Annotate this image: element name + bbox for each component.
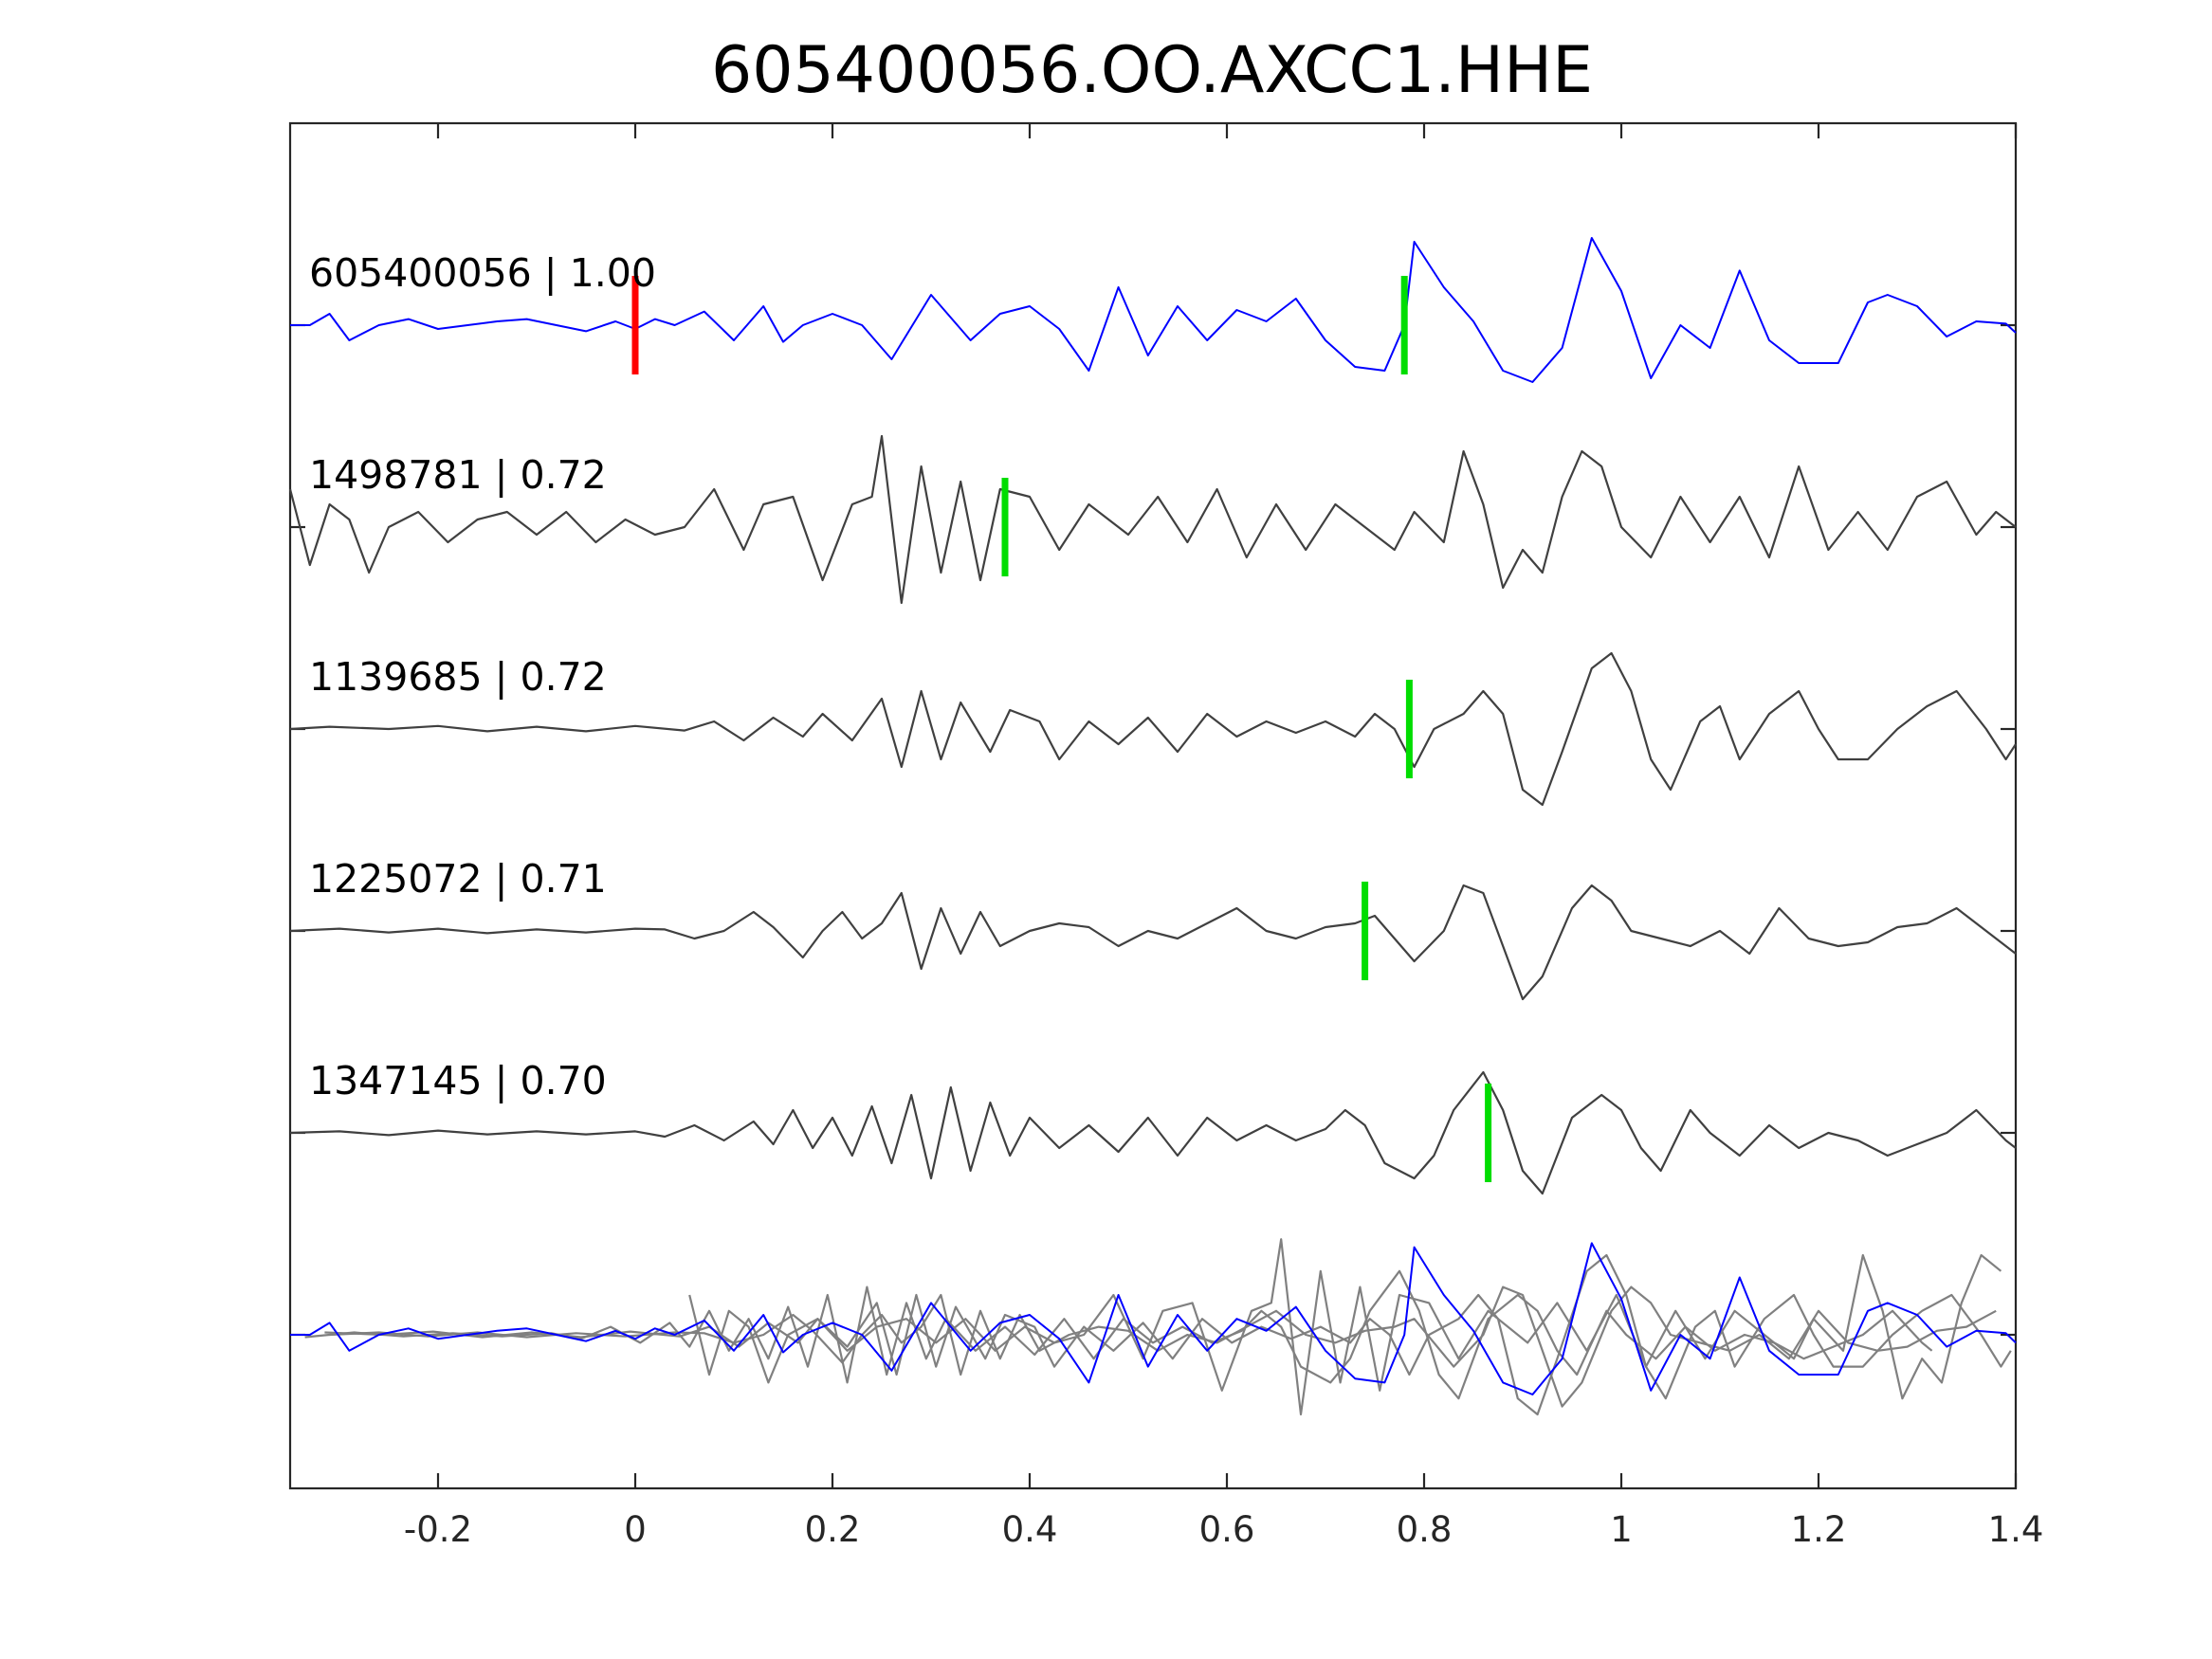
x-tick-label: 0.6: [1199, 1509, 1255, 1550]
chart-title: 605400056.OO.AXCC1.HHE: [711, 33, 1593, 108]
overlay-template-line: [290, 1242, 2017, 1395]
plot-area: -0.2 0 0.2 0.4 0.6 0.8 1 1.2 1.4 605400056 | 1.0…: [288, 121, 2044, 1550]
trace-group: [288, 237, 2017, 1195]
trace-label-group: 605400056 | 1.00 1498781 | 0.72 1139685 | …: [309, 250, 656, 1103]
x-tick-label: 1.4: [1988, 1509, 2044, 1550]
x-axis-ticks: -0.2 0 0.2 0.4 0.6 0.8 1 1.2 1.4: [404, 123, 2044, 1550]
trace-line-2: [288, 434, 2017, 605]
trace-line-3: [289, 651, 2017, 807]
trace-label-4: 1225072 | 0.71: [309, 856, 607, 902]
overlay-match-line-4: [304, 1269, 1933, 1400]
overlay-match-line-1: [688, 1238, 2002, 1416]
trace-line-1: [290, 237, 2017, 383]
trace-label-3: 1139685 | 0.72: [309, 654, 607, 700]
x-tick-label: -0.2: [404, 1509, 472, 1550]
x-tick-label: 0.2: [805, 1509, 861, 1550]
trace-label-5: 1347145 | 0.70: [309, 1058, 607, 1103]
x-tick-label: 0: [624, 1509, 647, 1550]
x-tick-label: 1: [1610, 1509, 1633, 1550]
x-tick-label: 0.4: [1002, 1509, 1058, 1550]
trace-label-1: 605400056 | 1.00: [309, 250, 656, 296]
overlay-trace-group: [290, 1238, 2017, 1416]
axes-frame: [288, 121, 2018, 1490]
trace-line-5: [289, 1070, 2017, 1195]
x-tick-label: 0.8: [1397, 1509, 1453, 1550]
x-tick-label: 1.2: [1791, 1509, 1847, 1550]
trace-label-2: 1498781 | 0.72: [309, 452, 607, 498]
trace-line-4: [289, 884, 2017, 1001]
